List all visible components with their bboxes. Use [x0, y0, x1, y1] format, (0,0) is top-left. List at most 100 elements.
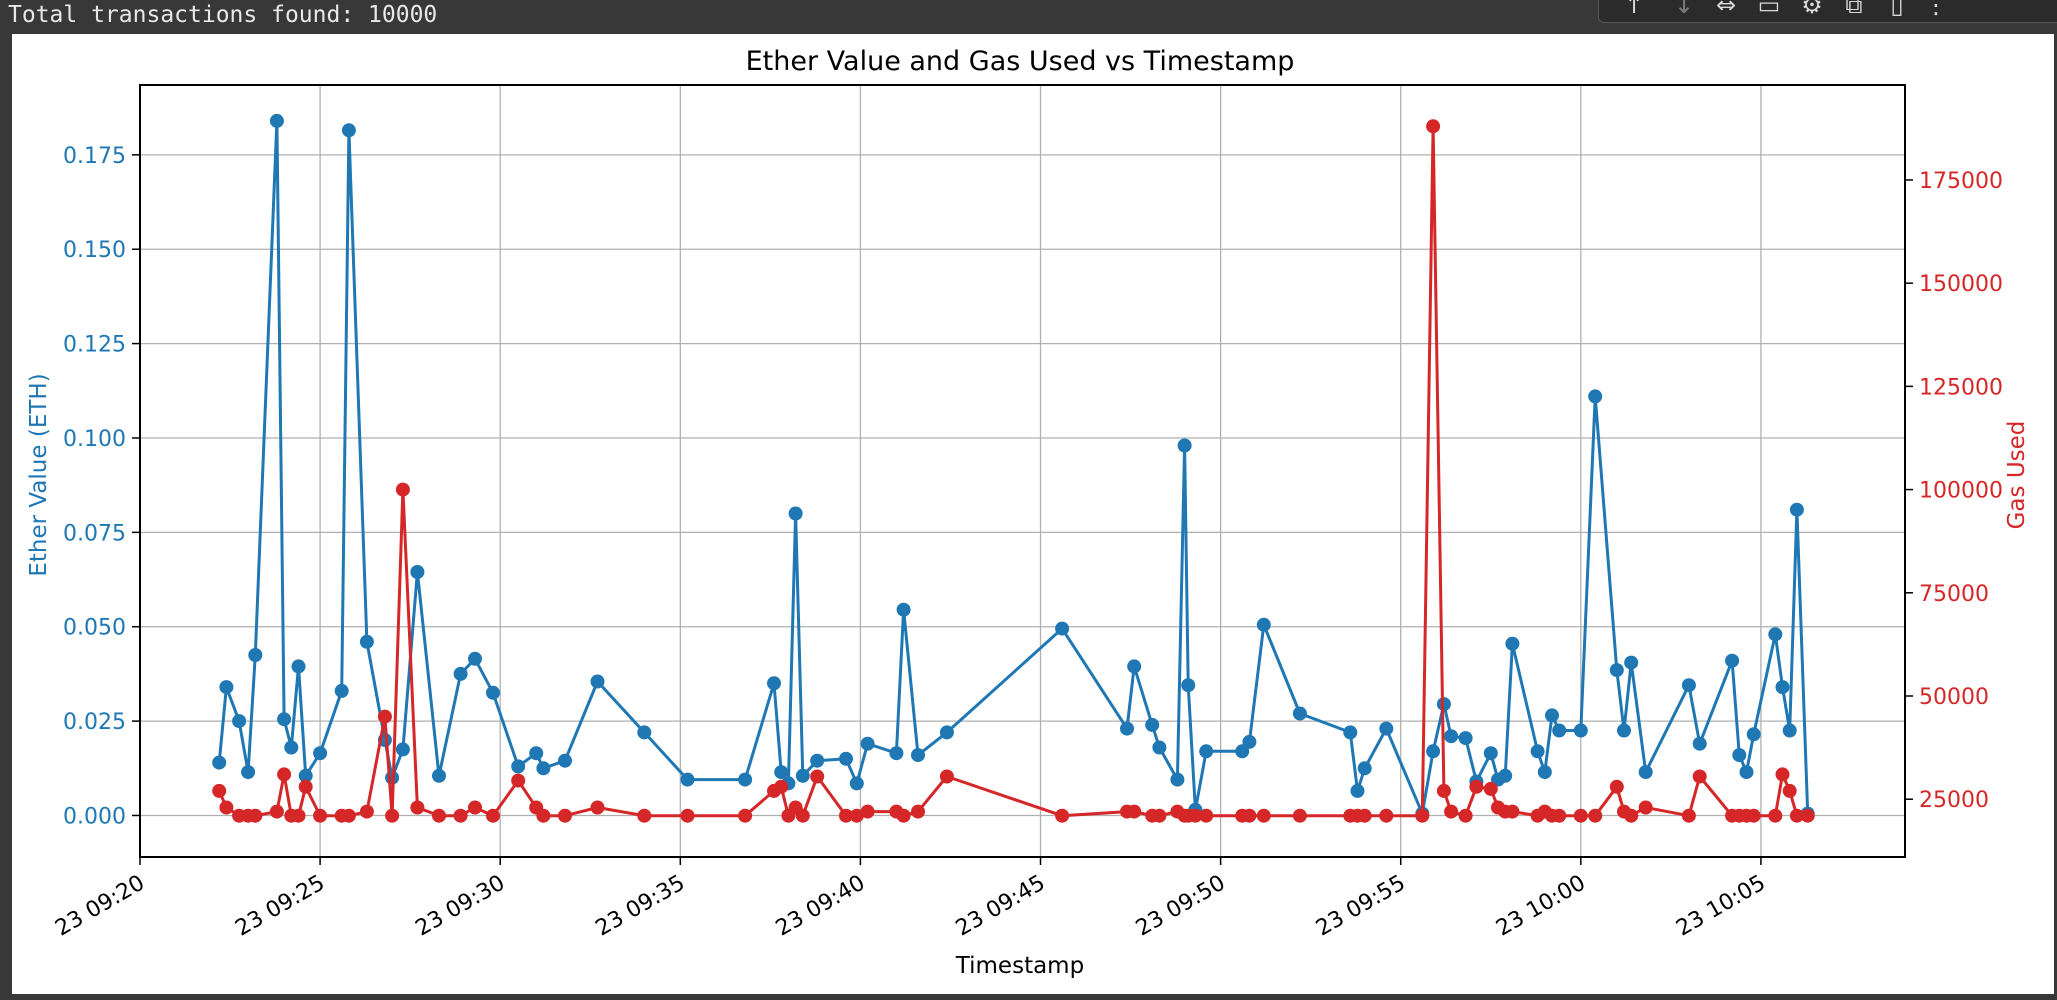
delete-icon[interactable]: ▯: [1890, 0, 1904, 19]
ether-value-point: [359, 634, 374, 649]
comment-icon[interactable]: ▭: [1757, 0, 1781, 19]
more-options-icon[interactable]: ⋮: [1924, 0, 1948, 19]
y-right-tick-label: 50000: [1919, 685, 1989, 710]
y-left-tick-label: 0.000: [63, 804, 126, 829]
gas-used-point: [1609, 779, 1624, 794]
gas-used-point: [1379, 808, 1394, 823]
gas-used-point: [1458, 808, 1473, 823]
gas-used-point: [219, 800, 234, 815]
ether-value-point: [1357, 761, 1372, 776]
ether-value-point: [1350, 783, 1365, 798]
ether-value-point: [1379, 721, 1394, 736]
ether-value-point: [1530, 744, 1545, 759]
move-down-icon[interactable]: ↓: [1673, 0, 1695, 19]
y-left-tick-label: 0.150: [63, 238, 126, 263]
gas-used-point: [1483, 781, 1498, 796]
y-left-tick-label: 0.100: [63, 427, 126, 452]
ether-value-point: [1739, 765, 1754, 780]
ether-value-point: [1127, 659, 1142, 674]
x-tick-label: 23 09:45: [952, 871, 1050, 942]
ether-value-point: [1617, 723, 1631, 738]
gas-used-point: [453, 808, 468, 823]
ether-value-point: [774, 765, 789, 780]
gas-used-point: [1505, 804, 1520, 819]
y-left-tick-label: 0.050: [63, 616, 126, 641]
ether-value-point: [1242, 734, 1257, 749]
gas-used-line: [217, 124, 1808, 818]
ether-value-point: [680, 772, 695, 787]
y-right-tick-label: 125000: [1919, 375, 2003, 400]
console-output-text: Total transactions found: 10000: [8, 2, 438, 28]
y-right-tick-label: 25000: [1919, 788, 1989, 813]
link-icon[interactable]: ⇔: [1715, 0, 1737, 19]
x-tick-label: 23 10:00: [1492, 871, 1590, 942]
gas-used-point: [1746, 808, 1761, 823]
ether-value-point: [291, 659, 306, 674]
ether-value-point: [212, 755, 227, 770]
gas-used-point: [291, 808, 306, 823]
y-left-tick-label: 0.125: [63, 333, 126, 358]
gas-used-point: [1152, 808, 1167, 823]
x-tick-label: 23 09:30: [411, 871, 509, 942]
ether-value-point: [1343, 725, 1358, 740]
gas-used-point: [432, 808, 446, 823]
ether-value-point: [1746, 727, 1761, 742]
ether-value-point: [1768, 627, 1783, 642]
gas-used-point: [1127, 804, 1142, 819]
gas-used-point: [680, 808, 695, 823]
ether-value-point: [1498, 768, 1513, 783]
gas-used-point: [590, 800, 605, 815]
ether-value-point: [1426, 744, 1441, 759]
x-tick-label: 23 09:40: [772, 871, 870, 942]
ether-value-point: [1120, 721, 1134, 736]
ether-value-point: [889, 746, 904, 761]
gas-used-point: [1800, 808, 1815, 823]
ether-value-point: [1537, 765, 1552, 780]
ether-value-point: [313, 746, 328, 761]
gas-used-point: [1789, 808, 1804, 823]
ether-value-point: [1152, 740, 1167, 755]
ether-value-point: [1624, 655, 1639, 670]
ether-value-point: [1199, 744, 1214, 759]
x-tick-label: 23 09:55: [1312, 871, 1410, 942]
chart-figure: Ether Value and Gas Used vs Timestamp Ti…: [12, 34, 2054, 994]
gas-used-point: [1573, 808, 1588, 823]
ether-value-point: [486, 685, 500, 700]
gas-used-series: [212, 119, 1815, 823]
gas-used-point: [1782, 783, 1797, 798]
open-in-tab-icon[interactable]: ⧉: [1845, 0, 1863, 19]
ether-value-series: [212, 113, 1815, 821]
gas-used-point: [1188, 808, 1203, 823]
ether-value-point: [529, 746, 544, 761]
settings-icon[interactable]: ⚙: [1801, 0, 1823, 19]
ether-value-point: [911, 748, 925, 763]
gas-used-point: [738, 808, 753, 823]
ether-value-point: [395, 742, 410, 757]
ether-value-point: [1732, 748, 1747, 763]
y-right-tick-label: 75000: [1919, 582, 1989, 607]
ether-value-point: [432, 768, 446, 783]
chart-svg: Ether Value and Gas Used vs Timestamp Ti…: [26, 46, 2030, 979]
move-up-icon[interactable]: ↑: [1623, 0, 1645, 19]
y-axis-left-label: Ether Value (ETH): [26, 373, 52, 576]
x-tick-label: 23 09:35: [592, 871, 690, 942]
gas-used-point: [486, 808, 500, 823]
gas-used-point: [269, 804, 284, 819]
ether-value-point: [1782, 723, 1797, 738]
ether-value-point: [1588, 389, 1603, 404]
gas-used-point: [212, 783, 227, 798]
ether-value-point: [1458, 731, 1473, 746]
gas-used-point: [277, 767, 292, 782]
ether-value-point: [277, 712, 292, 727]
x-tick-label: 23 09:50: [1132, 871, 1230, 942]
ether-value-point: [637, 725, 652, 740]
gas-used-point: [849, 808, 864, 823]
ether-value-point: [1775, 680, 1790, 695]
ether-value-point: [788, 506, 803, 521]
gas-used-point: [1768, 808, 1783, 823]
ether-value-point: [1681, 678, 1696, 693]
x-tick-label: 23 10:05: [1672, 871, 1770, 942]
ether-value-point: [1181, 678, 1196, 693]
y-left-tick-label: 0.175: [63, 144, 126, 169]
gas-used-point: [395, 482, 410, 497]
